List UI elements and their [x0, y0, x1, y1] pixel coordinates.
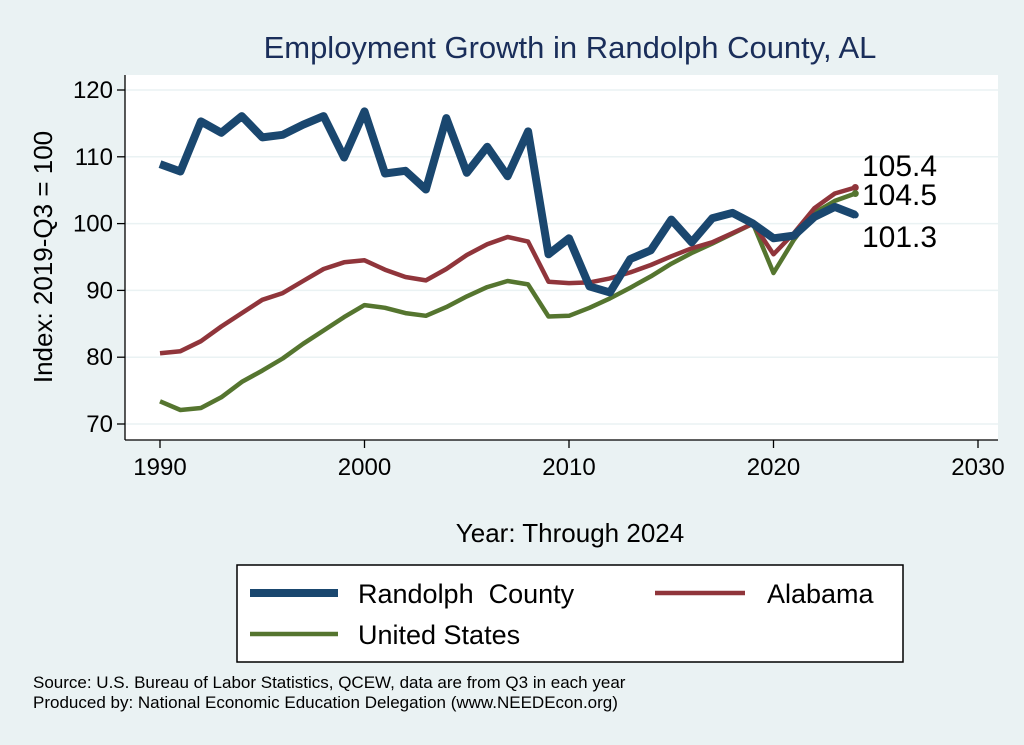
- x-axis-label: Year: Through 2024: [456, 518, 684, 548]
- end-label-randolph-county: 101.3: [862, 221, 937, 254]
- series-lines: [158, 107, 857, 413]
- x-tick-label-2030: 2030: [951, 454, 1004, 481]
- y-tick-label-80: 80: [86, 344, 113, 371]
- x-tick-label-2020: 2020: [747, 454, 800, 481]
- y-tick-label-70: 70: [86, 411, 113, 438]
- y-tick-label-90: 90: [86, 277, 113, 304]
- legend-label-randolph-county: Randolph County: [358, 579, 575, 609]
- y-tick-label-120: 120: [73, 77, 113, 104]
- legend-label-alabama: Alabama: [767, 579, 875, 609]
- x-tick-label-2010: 2010: [542, 454, 595, 481]
- end-marker-alabama: [851, 184, 859, 192]
- y-tick-label-100: 100: [73, 211, 113, 238]
- producer-note: Produced by: National Economic Education…: [33, 693, 618, 712]
- y-axis-label: Index: 2019-Q3 = 100: [28, 131, 58, 383]
- series-line-alabama: [159, 185, 856, 356]
- legend-box: [236, 564, 904, 663]
- end-label-united-states: 104.5: [862, 179, 937, 212]
- legend: Randolph County Alabama United States: [236, 564, 904, 663]
- legend-label-united-states: United States: [358, 620, 520, 650]
- end-marker-randolph-county: [851, 211, 859, 219]
- end-marker-united-states: [851, 190, 859, 198]
- chart-title: Employment Growth in Randolph County, AL: [264, 30, 877, 65]
- gridlines: [125, 89, 998, 425]
- x-tick-label-2000: 2000: [338, 454, 391, 481]
- series-line-randolph-county: [158, 107, 857, 297]
- axes: 70 80 90 100 110 120 1990 2000 2010 2020 2030: [73, 75, 1005, 481]
- source-note: Source: U.S. Bureau of Labor Statistics,…: [33, 673, 626, 692]
- y-tick-label-110: 110: [75, 144, 113, 171]
- x-tick-label-1990: 1990: [133, 454, 186, 481]
- end-label-alabama: 105.4: [862, 150, 937, 183]
